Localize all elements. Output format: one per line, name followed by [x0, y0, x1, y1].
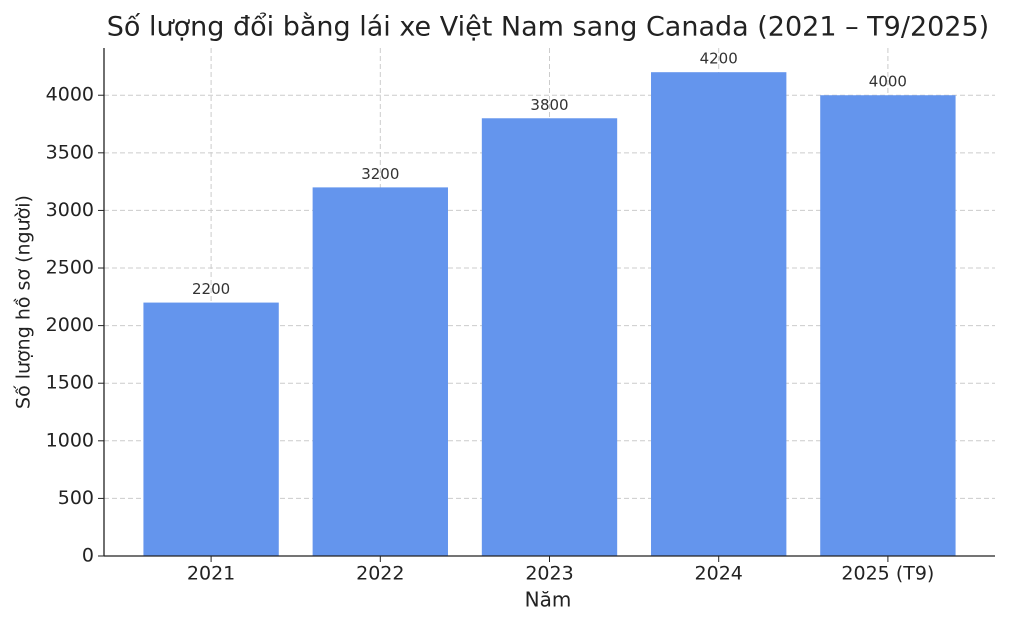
y-axis-label: Số lượng hồ sơ (người) [13, 195, 35, 409]
x-axis-label: Năm [525, 588, 572, 612]
y-tick-label: 2500 [46, 257, 94, 279]
y-tick-label: 0 [82, 545, 94, 567]
x-tick-label: 2022 [356, 563, 404, 585]
y-tick-label: 1500 [46, 372, 94, 394]
y-tick-label: 3500 [46, 141, 94, 163]
bar [143, 302, 279, 556]
x-tick-label: 2025 (T9) [841, 563, 934, 585]
y-tick-label: 2000 [46, 314, 94, 336]
y-tick-label: 4000 [46, 84, 94, 106]
chart-title: Số lượng đổi bằng lái xe Việt Nam sang C… [107, 12, 989, 43]
y-tick-label: 500 [58, 487, 94, 509]
value-label: 4200 [700, 50, 738, 68]
x-tick-label: 2021 [187, 563, 235, 585]
bar [820, 95, 956, 556]
x-tick-label: 2024 [695, 563, 743, 585]
bar [481, 118, 618, 556]
bar [651, 72, 787, 556]
value-label: 3200 [361, 165, 399, 183]
y-tick-label: 3000 [46, 199, 94, 221]
value-label: 2200 [192, 280, 230, 298]
value-label: 4000 [869, 73, 907, 91]
value-label: 3800 [530, 96, 568, 114]
y-tick-label: 1000 [46, 429, 94, 451]
x-tick-label: 2023 [525, 563, 573, 585]
bar [312, 187, 448, 556]
